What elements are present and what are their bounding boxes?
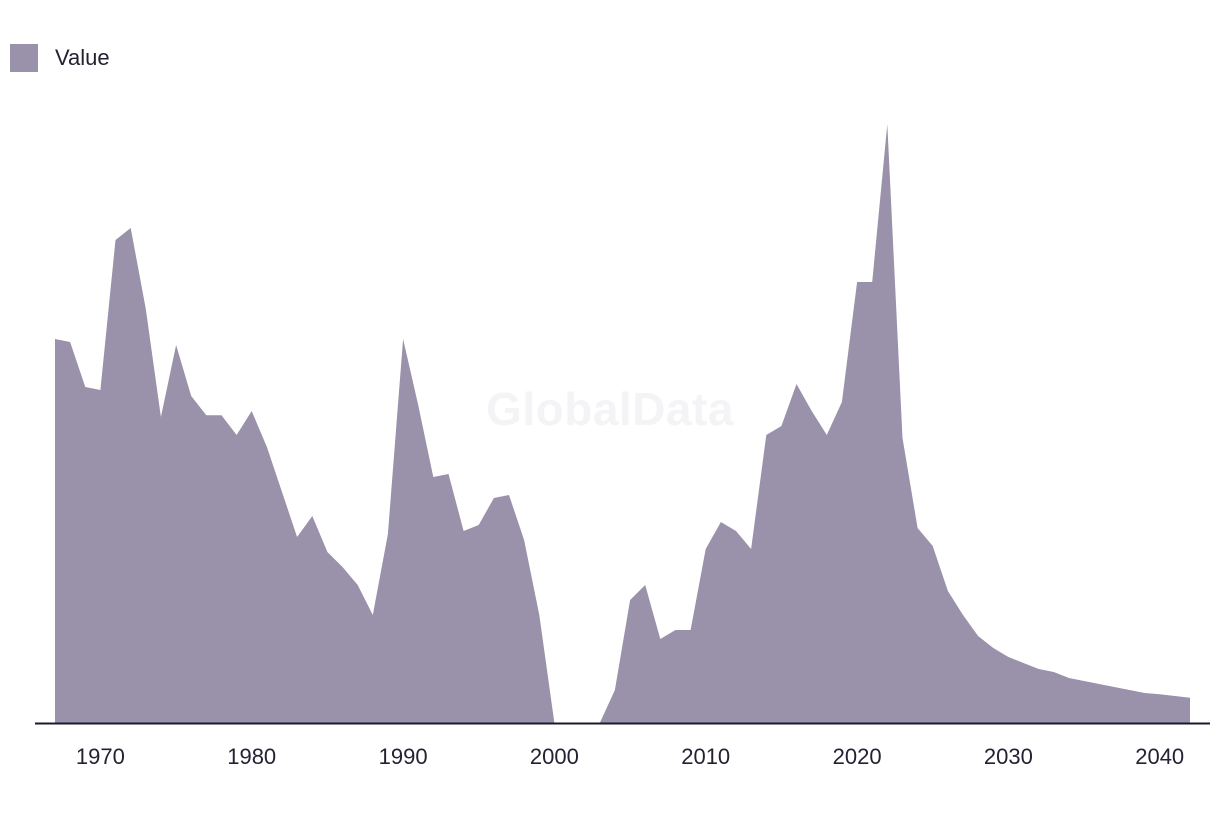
legend-swatch bbox=[10, 44, 38, 72]
x-tick-label: 2040 bbox=[1135, 744, 1184, 769]
x-tick-label: 2020 bbox=[833, 744, 882, 769]
x-tick-label: 1990 bbox=[379, 744, 428, 769]
watermark: GlobalData bbox=[486, 383, 734, 435]
legend-label: Value bbox=[55, 45, 110, 70]
x-tick-label: 1970 bbox=[76, 744, 125, 769]
legend: Value bbox=[10, 44, 110, 72]
x-axis-ticks: 1970 1980 1990 2000 2010 2020 2030 2040 bbox=[76, 744, 1184, 769]
x-tick-label: 2030 bbox=[984, 744, 1033, 769]
area-layer bbox=[55, 124, 1190, 723]
area-series-0 bbox=[55, 124, 1190, 723]
x-tick-label: 2000 bbox=[530, 744, 579, 769]
x-tick-label: 2010 bbox=[681, 744, 730, 769]
x-tick-label: 1980 bbox=[227, 744, 276, 769]
